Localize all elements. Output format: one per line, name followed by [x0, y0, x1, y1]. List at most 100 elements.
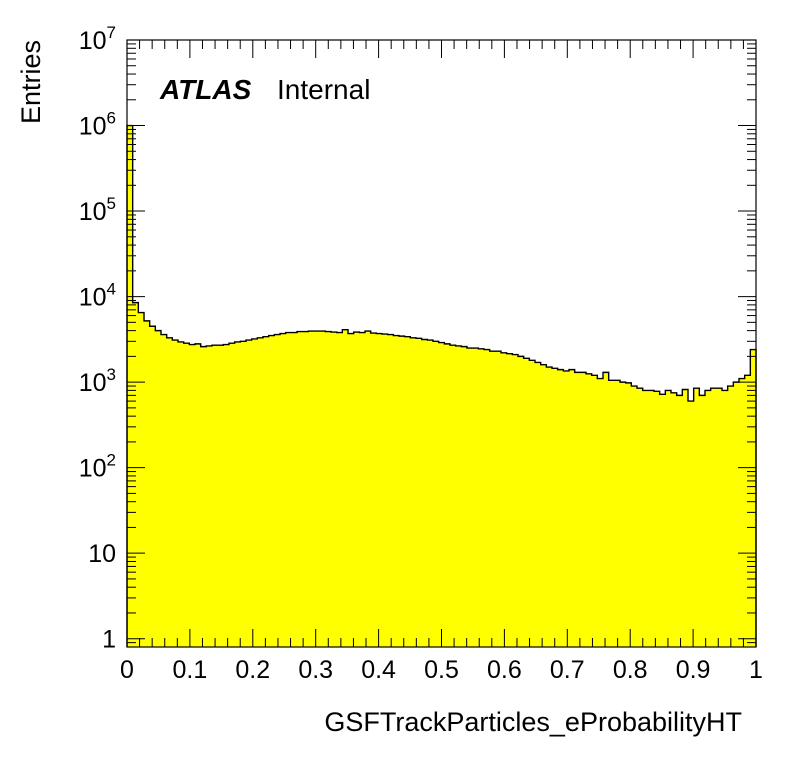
histogram-bin: [676, 395, 683, 647]
histogram-bin: [370, 333, 377, 647]
y-tick-exponent: 2: [107, 451, 116, 470]
atlas-label-status: Internal: [277, 74, 370, 105]
histogram-bin: [552, 368, 559, 647]
histogram-bin: [183, 343, 190, 647]
histogram-bin: [166, 337, 173, 647]
histogram-bin: [172, 340, 179, 647]
histogram-bin: [331, 332, 338, 647]
y-tick-base: 10: [79, 455, 107, 483]
histogram-bin: [195, 343, 202, 647]
x-tick-label: 0.1: [173, 656, 208, 684]
histogram-bin: [348, 333, 355, 647]
histogram-bin: [614, 380, 621, 647]
histogram-bin: [478, 348, 485, 647]
histogram-bin: [427, 340, 434, 647]
histogram-bin: [404, 336, 411, 647]
histogram-bin: [217, 345, 224, 647]
histogram-bin: [178, 341, 185, 647]
y-tick-label: 107: [79, 23, 116, 55]
histogram-bin: [529, 360, 536, 647]
histogram-bin: [501, 352, 508, 647]
histogram-bin: [399, 336, 406, 647]
histogram-bin: [359, 332, 366, 647]
histogram-bin: [274, 334, 281, 647]
histogram-bin: [699, 395, 706, 647]
y-tick-label: 106: [79, 109, 116, 141]
y-tick-exponent: 7: [107, 23, 116, 42]
histogram-bin: [546, 367, 553, 647]
histogram-bin: [302, 331, 309, 647]
y-tick-base: 10: [79, 284, 107, 312]
y-tick-base: 10: [79, 113, 107, 141]
histogram-bin: [625, 382, 632, 647]
histogram-bin: [342, 329, 349, 647]
histogram-bin: [671, 392, 678, 647]
histogram-bin: [518, 356, 525, 647]
histogram-bin: [212, 345, 219, 647]
histogram-bin: [693, 388, 700, 647]
histogram-bin: [297, 331, 304, 647]
histogram-bin: [155, 330, 162, 647]
x-tick-label: 0.5: [424, 656, 459, 684]
histogram-bin: [229, 343, 236, 647]
y-tick-exponent: 5: [107, 194, 116, 213]
x-tick-labels: 0 0.1 0.2 0.3 0.4 0.5 0.6 0.7 0.8 0.9 1: [120, 656, 763, 684]
histogram-bin: [455, 345, 462, 647]
histogram-bin: [149, 326, 156, 647]
histogram-bin: [161, 334, 168, 647]
x-tick-label: 0.9: [676, 656, 711, 684]
histogram-bin: [263, 336, 270, 647]
histogram-bin: [722, 390, 729, 647]
x-tick-label: 0.3: [298, 656, 333, 684]
histogram-bin: [467, 348, 474, 647]
x-tick-label: 0.4: [361, 656, 396, 684]
histogram-bin: [240, 341, 247, 647]
histogram-bin: [716, 388, 723, 647]
histogram-bin: [144, 320, 151, 647]
histogram-bin: [586, 373, 593, 647]
histogram-bin: [705, 390, 712, 647]
histogram-bin: [608, 380, 615, 647]
y-tick-label: 103: [79, 365, 116, 397]
histogram-bin: [223, 344, 230, 647]
y-tick-exponent: 3: [107, 365, 116, 384]
histogram-bin: [268, 335, 275, 647]
histogram-bin: [132, 302, 139, 647]
histogram-bin: [744, 375, 751, 647]
y-tick-exponent: 4: [107, 280, 116, 299]
histogram-bin: [710, 388, 717, 647]
y-tick-label: 1: [102, 626, 116, 654]
histogram-bin: [580, 372, 587, 647]
histogram-bin: [727, 386, 734, 647]
x-tick-label: 0: [120, 656, 134, 684]
histogram-bin: [688, 401, 695, 647]
histogram-bin: [325, 331, 332, 647]
x-tick-label: 0.2: [235, 656, 270, 684]
histogram-bin: [642, 390, 649, 647]
histogram-bin: [631, 386, 638, 647]
histogram-bin: [353, 332, 360, 647]
histogram-bin: [557, 369, 564, 647]
histogram-bin: [637, 388, 644, 647]
histogram-bin: [659, 394, 666, 647]
x-tick-label: 0.7: [550, 656, 585, 684]
histogram-bin: [591, 375, 598, 647]
histogram-bin: [574, 372, 581, 647]
x-tick-label: 0.8: [613, 656, 648, 684]
histogram-bin: [308, 331, 315, 647]
histogram-bin: [450, 345, 457, 647]
histogram-bin: [433, 341, 440, 647]
x-axis-title: GSFTrackParticles_eProbabilityHT: [324, 707, 742, 737]
histogram-bin: [750, 349, 757, 647]
histogram-bin: [336, 332, 343, 647]
atlas-label: ATLAS Internal: [159, 74, 370, 105]
histogram-bin: [620, 382, 627, 647]
histogram-bin: [393, 335, 400, 647]
y-tick-base: 10: [88, 540, 116, 568]
histogram-bin: [597, 378, 604, 647]
histogram-bin: [421, 339, 428, 647]
y-axis-title: Entries: [16, 40, 46, 124]
histogram-bin: [739, 378, 746, 647]
